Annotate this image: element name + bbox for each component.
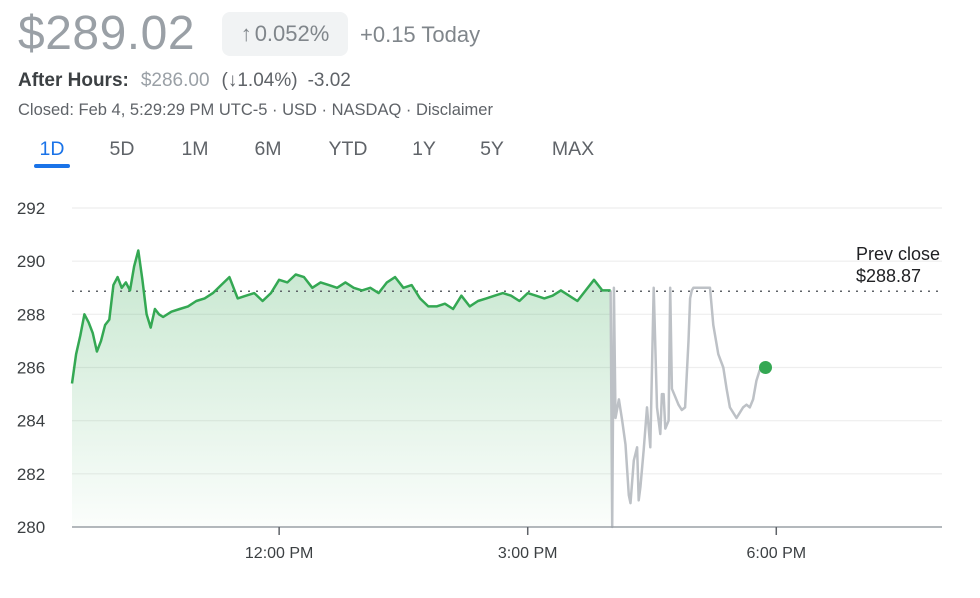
tab-1d[interactable]: 1D: [39, 138, 65, 160]
x-tick-label: 6:00 PM: [746, 545, 806, 562]
y-tick-label: 284: [17, 412, 45, 431]
after-hours-row: After Hours: $286.00 (↓1.04%) -3.02: [18, 70, 351, 92]
tab-5y[interactable]: 5Y: [480, 138, 504, 160]
change-today: +0.15 Today: [360, 22, 481, 47]
tab-6m[interactable]: 6M: [254, 138, 282, 160]
prev-close-value: $288.87: [856, 266, 921, 286]
market-status-line: Closed: Feb 4, 5:29:29 PM UTC-5 · USD · …: [18, 101, 493, 119]
stock-price: $289.02: [18, 7, 196, 60]
tab-max[interactable]: MAX: [551, 138, 595, 160]
y-tick-label: 290: [17, 252, 45, 271]
change-percent-badge: ↑ 0.052%: [222, 12, 348, 56]
active-tab-indicator: [34, 164, 70, 168]
tab-1m[interactable]: 1M: [181, 138, 209, 160]
regular-session-area: [72, 250, 611, 527]
regular-session-price-line: [70, 249, 611, 384]
after-hours-label: After Hours:: [18, 70, 129, 91]
tab-5d[interactable]: 5D: [109, 138, 135, 160]
tab-1y[interactable]: 1Y: [412, 138, 436, 160]
after-hours-change: -3.02: [307, 70, 351, 91]
prev-close-label: Prev close: [856, 244, 940, 264]
y-tick-label: 286: [17, 359, 45, 378]
y-tick-label: 282: [17, 465, 45, 484]
y-tick-label: 292: [17, 199, 45, 218]
y-tick-label: 288: [17, 305, 45, 324]
y-tick-label: 280: [17, 518, 45, 537]
after-hours-price: $286.00: [140, 70, 210, 91]
range-tabs: 1D 5D 1M 6M YTD 1Y 5Y MAX: [0, 138, 980, 170]
after-hours-price-line: [609, 286, 766, 529]
tab-ytd[interactable]: YTD: [328, 138, 368, 160]
up-arrow-icon: ↑: [240, 21, 252, 46]
after-hours-percent: (↓1.04%): [221, 70, 298, 91]
x-tick-label: 3:00 PM: [498, 545, 558, 562]
x-tick-label: 12:00 PM: [245, 545, 313, 562]
change-percent: 0.052%: [254, 21, 330, 46]
last-price-marker: [759, 361, 773, 374]
